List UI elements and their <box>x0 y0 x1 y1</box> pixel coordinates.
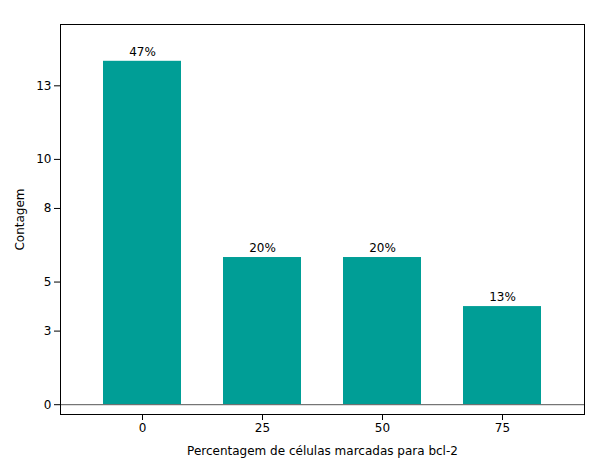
svg-text:50: 50 <box>375 421 390 435</box>
svg-text:5: 5 <box>44 275 52 289</box>
svg-text:8: 8 <box>44 201 52 215</box>
svg-text:10: 10 <box>36 152 51 166</box>
svg-text:47%: 47% <box>129 45 156 59</box>
svg-text:75: 75 <box>495 421 510 435</box>
svg-text:3: 3 <box>44 324 52 338</box>
svg-text:13: 13 <box>36 79 51 93</box>
svg-text:0: 0 <box>139 421 147 435</box>
svg-text:Contagem: Contagem <box>13 188 27 250</box>
svg-text:0: 0 <box>44 398 52 412</box>
svg-text:20%: 20% <box>249 241 276 255</box>
svg-text:20%: 20% <box>369 241 396 255</box>
svg-text:25: 25 <box>255 421 270 435</box>
svg-text:13%: 13% <box>489 290 516 304</box>
svg-text:Percentagem de células marcada: Percentagem de células marcadas para bcl… <box>187 444 458 458</box>
